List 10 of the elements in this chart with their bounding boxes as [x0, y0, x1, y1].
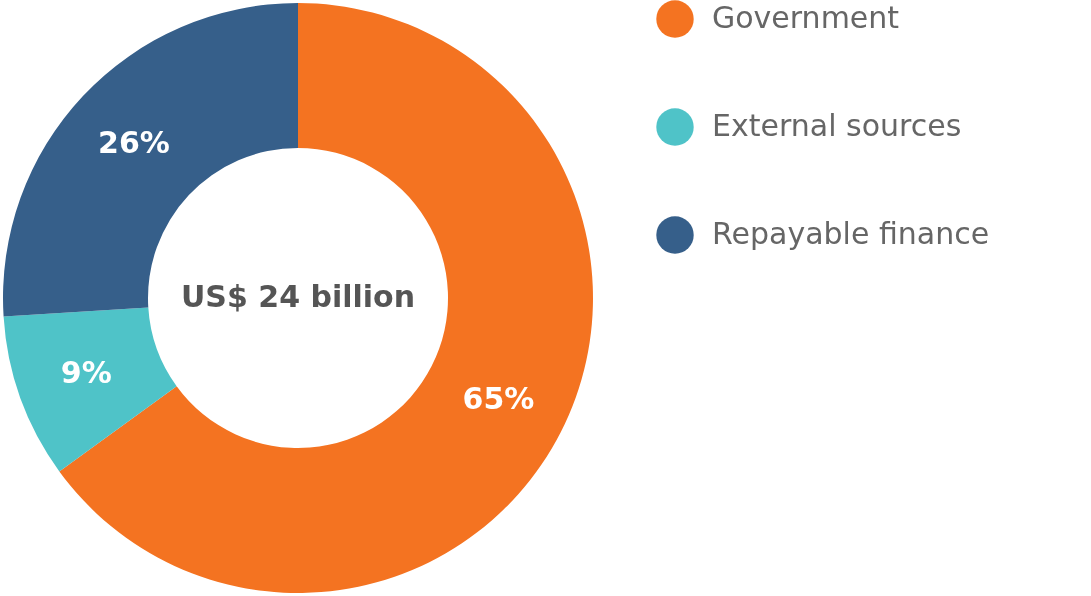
data-label: 26%: [98, 124, 170, 160]
donut-slice: [59, 3, 593, 593]
legend-label: External sources: [712, 108, 962, 143]
data-label: 65%: [462, 381, 535, 417]
text: US$ 24 billion: [180, 279, 416, 314]
legend-label: Repayable finance: [712, 216, 990, 251]
donut-slice: [3, 3, 298, 317]
legend-label: Government: [712, 0, 900, 35]
donut-slice: [3, 307, 177, 472]
data-label: 9%: [60, 355, 112, 391]
